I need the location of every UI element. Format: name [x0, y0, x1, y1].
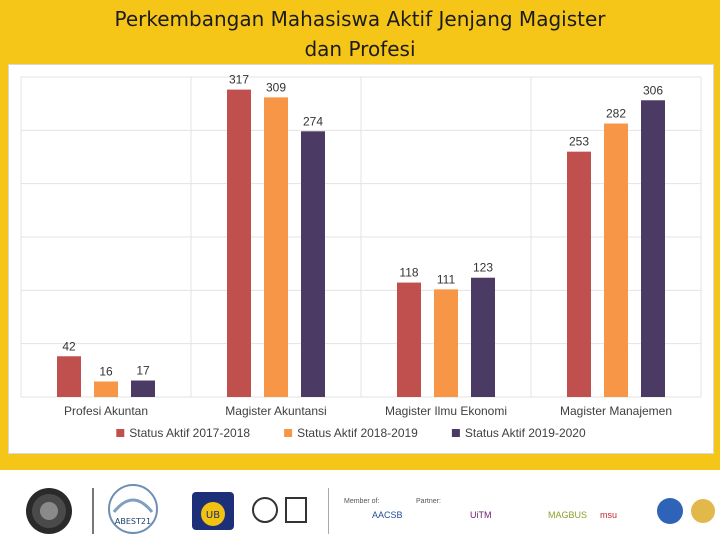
- certification-logos: [252, 497, 307, 523]
- bar-chart: 42 16 17 Profesi Akuntan 317 309 274 Magister A…: [20, 73, 702, 440]
- title-line-1: Perkembangan Mahasiswa Aktif Jenjang Mag…: [114, 7, 606, 31]
- category-label: Magister Ilmu Ekonomi: [385, 404, 507, 418]
- ub-badge-logo: UB: [192, 492, 234, 530]
- bar: [604, 123, 628, 397]
- membership-label: Member of:: [344, 498, 380, 505]
- bar: [641, 100, 665, 397]
- category-label: Magister Akuntansi: [225, 404, 326, 418]
- aacsb-logo: AACSB: [372, 510, 403, 520]
- data-label: 274: [303, 114, 323, 128]
- legend-label: Status Aktif 2018-2019: [297, 426, 418, 440]
- bar: [567, 151, 591, 397]
- partner-seal-logo: [657, 498, 683, 524]
- data-label: 17: [136, 364, 150, 378]
- partner-label: Partner:: [416, 498, 441, 505]
- title-line-2: dan Profesi: [304, 37, 416, 61]
- msu-logo: msu: [600, 510, 618, 520]
- bar: [264, 97, 288, 397]
- abest21-logo: ABEST21: [108, 484, 158, 534]
- data-label: 118: [399, 266, 418, 280]
- data-label: 16: [99, 364, 113, 378]
- magbus-logo: MAGBUS: [548, 510, 588, 520]
- category-label: Profesi Akuntan: [64, 404, 148, 418]
- data-label: 306: [643, 83, 663, 97]
- chart-panel: 42 16 17 Profesi Akuntan 317 309 274 Magister A…: [8, 64, 714, 454]
- bar: [57, 356, 81, 397]
- legend-label: Status Aktif 2019-2020: [465, 426, 586, 440]
- legend-label: Status Aktif 2017-2018: [129, 426, 250, 440]
- partner-seal-logo: [691, 499, 715, 523]
- divider: [92, 488, 94, 534]
- footer-logos: ABEST21 UB Member of: Partner: AACSB UiT…: [0, 470, 720, 540]
- bar: [397, 282, 421, 397]
- uitm-logo: UiTM: [470, 510, 492, 520]
- ub-text: UB: [206, 510, 220, 521]
- bar: [434, 289, 458, 397]
- bar: [301, 131, 325, 397]
- data-label: 42: [62, 339, 76, 353]
- legend-swatch: [284, 429, 293, 437]
- divider: [328, 488, 329, 534]
- category-label: Magister Manajemen: [560, 404, 672, 418]
- legend-swatch: [451, 429, 460, 437]
- legend-swatch: [116, 429, 125, 437]
- bar: [94, 381, 118, 397]
- data-label: 111: [437, 272, 456, 286]
- bar: [227, 89, 251, 397]
- chart-title: Perkembangan Mahasiswa Aktif Jenjang Mag…: [0, 4, 720, 64]
- abest21-text: ABEST21: [115, 517, 151, 526]
- data-label: 123: [473, 261, 493, 275]
- data-label: 253: [569, 135, 589, 149]
- data-label: 282: [606, 107, 626, 121]
- university-seal-logo: [26, 488, 72, 534]
- bar: [471, 277, 495, 397]
- bar: [131, 380, 155, 397]
- data-label: 309: [266, 80, 286, 94]
- data-label: 317: [229, 73, 249, 87]
